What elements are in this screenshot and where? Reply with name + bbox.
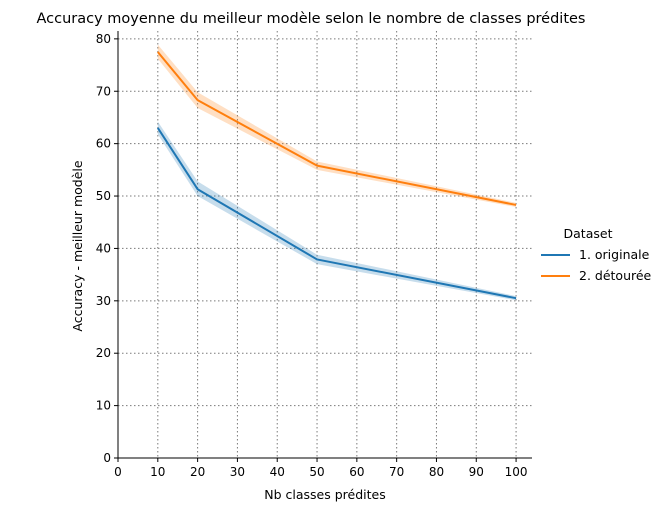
x-tick-label: 30 <box>230 465 245 479</box>
y-tick-label: 30 <box>96 294 111 308</box>
confidence-bands <box>157 44 517 301</box>
grid <box>118 31 532 458</box>
x-tick-label: 70 <box>389 465 404 479</box>
x-axis-ticks: 0 10 20 30 40 50 60 70 80 90 100 <box>114 458 528 479</box>
y-tick-label: 60 <box>96 137 111 151</box>
x-tick-label: 20 <box>190 465 205 479</box>
series-lines <box>156 51 517 300</box>
x-tick-label: 100 <box>505 465 528 479</box>
y-tick-label: 10 <box>96 399 111 413</box>
y-tick-label: 80 <box>96 32 111 46</box>
y-tick-label: 50 <box>96 189 111 203</box>
x-axis-label: Nb classes prédites <box>264 487 385 502</box>
y-tick-label: 70 <box>96 84 111 98</box>
series-line-1 <box>156 127 517 300</box>
series-line-2 <box>157 51 517 206</box>
confidence-band-series-1 <box>157 121 517 301</box>
legend: Dataset 1. originale 2. détourée <box>541 226 652 283</box>
x-tick-label: 40 <box>270 465 285 479</box>
x-tick-label: 50 <box>309 465 324 479</box>
y-tick-label: 0 <box>103 451 111 465</box>
confidence-band-series-2 <box>157 44 517 208</box>
legend-label-series-1: 1. originale <box>579 247 650 262</box>
legend-title: Dataset <box>564 226 613 241</box>
x-tick-label: 90 <box>469 465 484 479</box>
x-tick-label: 0 <box>114 465 122 479</box>
y-tick-label: 20 <box>96 346 111 360</box>
legend-label-series-2: 2. détourée <box>579 268 652 283</box>
y-axis-label: Accuracy - meilleur modèle <box>70 160 85 331</box>
x-tick-label: 10 <box>150 465 165 479</box>
x-tick-label: 60 <box>349 465 364 479</box>
x-tick-label: 80 <box>429 465 444 479</box>
chart-title: Accuracy moyenne du meilleur modèle selo… <box>37 11 586 27</box>
y-axis-ticks: 0 10 20 30 40 50 60 70 80 <box>96 32 118 465</box>
y-tick-label: 40 <box>96 241 111 255</box>
